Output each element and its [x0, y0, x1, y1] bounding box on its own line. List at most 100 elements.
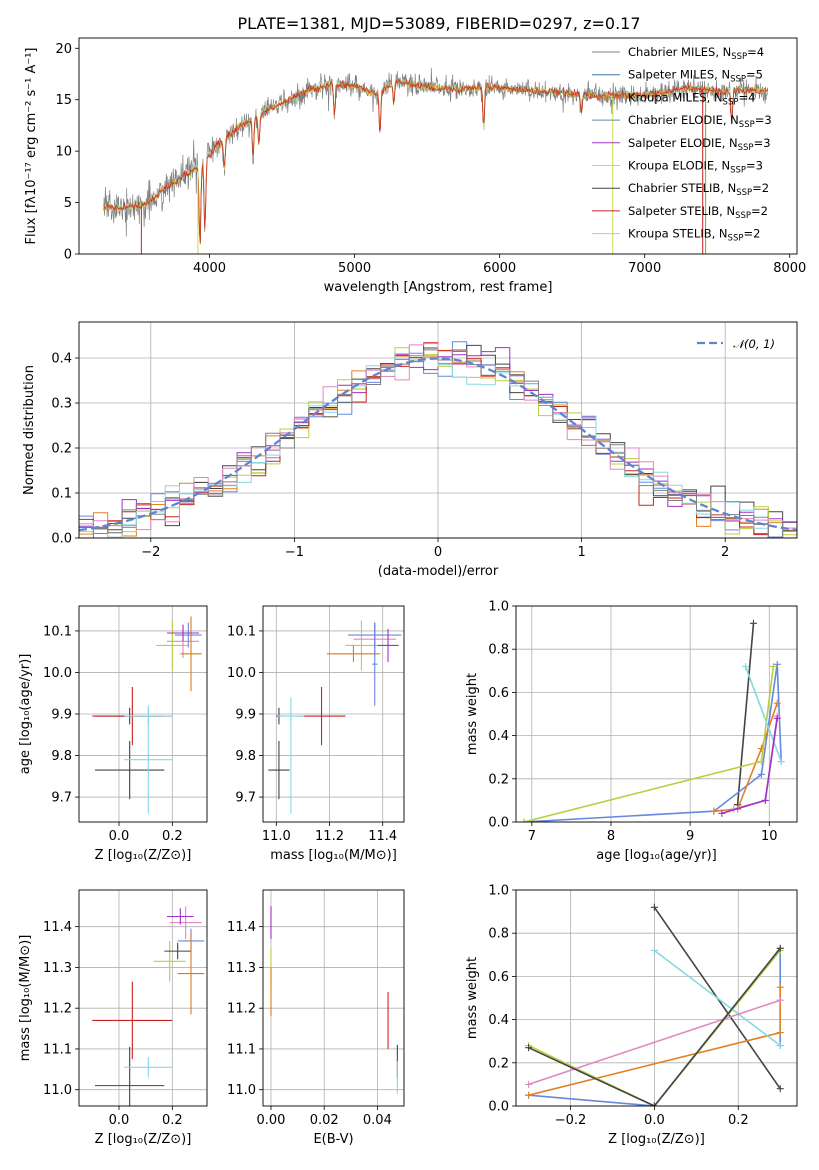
weight-series-line [744, 666, 782, 762]
x-axis-label: age [log₁₀(age/yr)] [596, 848, 717, 863]
spectrum-lines [103, 67, 769, 254]
weight-point-marker [773, 714, 781, 722]
y-tick-label: 5 [64, 196, 72, 211]
y-tick-label: 11.3 [43, 961, 72, 976]
x-tick-label: 0.2 [162, 829, 183, 844]
x-axis-label: E(B-V) [313, 1132, 353, 1147]
x-tick-label: 0.0 [644, 1113, 665, 1128]
legend-subscript: SSP [728, 234, 744, 244]
x-tick-label: 6000 [483, 261, 516, 276]
errorbar-layer [92, 616, 202, 814]
y-tick-label: 11.0 [43, 1083, 72, 1098]
y-tick-label: 10.1 [43, 624, 72, 639]
y-tick-label: 11.4 [43, 920, 72, 935]
x-tick-label: 8000 [773, 261, 806, 276]
legend-label: Salpeter ELODIE, NSSP=3 [628, 136, 771, 153]
x-tick-label: 11.0 [262, 829, 291, 844]
x-tick-label: 0.2 [728, 1113, 749, 1128]
legend-label: Chabrier ELODIE, NSSP=3 [628, 113, 772, 130]
weight-point-marker [757, 770, 765, 778]
mass-vs-ebv-panel: 0.00 0.02 0.04 11.0 11.1 11.2 11.3 11.4 E(B-V) [227, 889, 405, 1147]
y-tick-label: 0.4 [488, 1013, 509, 1028]
y-tick-label: 11.4 [227, 920, 256, 935]
legend-value: =4 [747, 45, 764, 59]
weight-series-line [653, 949, 781, 1047]
weight-series-line [528, 949, 781, 1106]
x-tick-label: 9 [686, 829, 694, 844]
legend-subscript: SSP [735, 211, 751, 221]
y-tick-label: 0.0 [488, 1100, 509, 1115]
age-vs-metallicity-panel: 0.0 0.2 9.7 9.8 9.9 10.0 10.1 Z [log₁₀(Z/Z⊙)] ag… [18, 605, 208, 863]
legend-label: Salpeter MILES, NSSP=5 [628, 68, 763, 85]
y-tick-label: 0.4 [488, 729, 509, 744]
errorbar-layer [270, 906, 398, 1094]
legend-value: =5 [746, 68, 763, 82]
weight-series-line [523, 666, 775, 822]
y-tick-label: 0.8 [488, 643, 509, 658]
x-tick-label: 0.02 [310, 1113, 339, 1128]
weight-series-line [736, 623, 755, 805]
weight-point-marker [718, 809, 726, 817]
y-tick-label: 10.0 [227, 666, 256, 681]
x-axis-label: (data-model)/error [378, 564, 499, 579]
x-tick-label: 11.4 [368, 829, 397, 844]
axes-frame [515, 605, 798, 823]
weight-point-marker [710, 807, 718, 815]
y-tick-label: 0.3 [51, 397, 72, 412]
y-tick-label: 0.6 [488, 686, 509, 701]
y-tick-label: 20 [55, 42, 72, 57]
y-tick-label: 11.0 [227, 1083, 256, 1098]
x-axis-label: Z [log₁₀(Z/Z⊙)] [608, 1132, 705, 1147]
massweight-vs-age-panel: 7 8 9 10 0.0 0.2 0.4 0.6 0.8 1.0 age [log₁₀(age/yr… [465, 600, 798, 863]
x-tick-label: 11.2 [315, 829, 344, 844]
weight-point-marker [769, 662, 777, 670]
weight-point-marker [742, 662, 750, 670]
axes-frame [78, 605, 208, 823]
weight-point-marker [525, 1044, 533, 1052]
legend-subscript: SSP [723, 97, 739, 107]
legend-value: =2 [743, 227, 760, 241]
x-tick-label: −2 [141, 545, 160, 560]
y-tick-label: 0.0 [51, 532, 72, 547]
y-tick-label: 0.2 [488, 772, 509, 787]
legend-label: Kroupa STELIB, NSSP=2 [628, 227, 760, 244]
y-axis-label: mass weight [465, 957, 480, 1039]
x-tick-label: 0.0 [109, 1113, 130, 1128]
weight-series-line [528, 999, 781, 1086]
x-axis-label: wavelength [Angstrom, rest frame] [324, 280, 553, 295]
x-tick-label: 4000 [193, 261, 226, 276]
y-tick-label: 9.8 [235, 749, 256, 764]
legend-value: =3 [755, 113, 772, 127]
legend-label: Chabrier MILES, NSSP=4 [628, 45, 764, 62]
x-axis-label: Z [log₁₀(Z/Z⊙)] [95, 848, 192, 863]
histogram-layer [79, 341, 797, 538]
y-tick-label: 10 [55, 145, 72, 160]
residual-histogram-panel: −2 −1 0 1 2 0.0 0.1 0.2 0.3 0.4 (data-model)/error… [22, 321, 798, 579]
weight-point-marker [777, 758, 785, 766]
x-tick-label: 0 [434, 545, 442, 560]
y-tick-label: 0.4 [51, 352, 72, 367]
x-tick-label: −1 [285, 545, 304, 560]
normal-curve-line [79, 357, 797, 532]
y-tick-label: 0.8 [488, 927, 509, 942]
axes-frame [262, 889, 405, 1107]
y-tick-label: 9.8 [51, 749, 72, 764]
legend-subscript: SSP [730, 166, 746, 176]
weight-point-marker [749, 619, 757, 627]
weight-point-marker [650, 1102, 658, 1106]
y-tick-label: 15 [55, 93, 72, 108]
y-tick-label: 11.3 [227, 961, 256, 976]
y-axis-label: Normed distribution [22, 365, 37, 495]
weight-point-marker [776, 944, 784, 952]
y-tick-label: 0.2 [51, 442, 72, 457]
weight-point-marker [773, 699, 781, 707]
y-tick-label: 11.2 [43, 1002, 72, 1017]
axes-frame [78, 321, 798, 539]
weight-point-marker [525, 1080, 533, 1088]
legend-subscript: SSP [739, 120, 755, 130]
weight-point-marker [776, 996, 784, 1004]
massweight-vs-metallicity-panel: −0.2 0.0 0.2 0.0 0.2 0.4 0.6 0.8 1.0 Z [log₁₀(Z/Z… [465, 884, 798, 1147]
x-tick-label: 1 [577, 545, 585, 560]
y-axis-label: Flux [fλ10⁻¹⁷ erg cm⁻² s⁻¹ A⁻¹] [24, 48, 39, 245]
